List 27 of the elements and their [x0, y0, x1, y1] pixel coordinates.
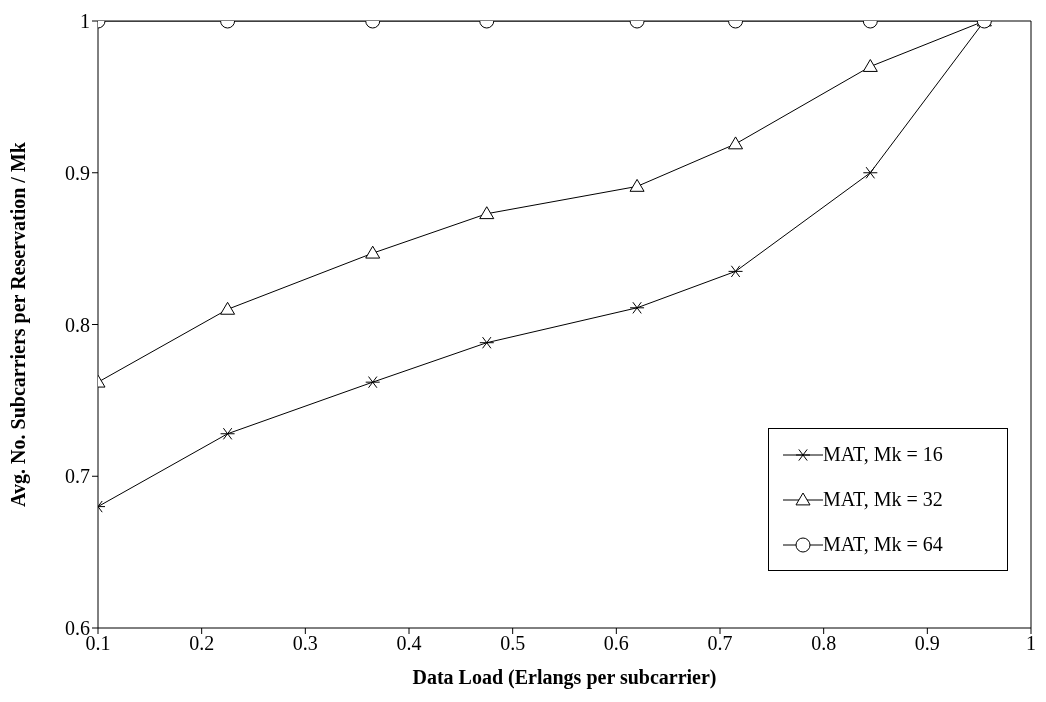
x-tick-label: 0.2 [189, 632, 215, 655]
y-tick-label: 0.8 [65, 313, 90, 336]
x-tick-label: 0.4 [396, 632, 422, 655]
x-tick-label: 0.6 [603, 632, 629, 655]
point [862, 166, 878, 179]
y-tick-label: 1 [80, 10, 90, 33]
y-tick-label: 0.7 [65, 465, 90, 488]
point [479, 336, 495, 349]
point [479, 206, 495, 220]
x-tick-label: 0.9 [914, 632, 940, 655]
y-axis-title: Avg. No. Subcarriers per Reservation / Mk [7, 141, 31, 507]
legend-label: MAT, Mk = 16 [823, 443, 943, 466]
point [629, 301, 645, 314]
point [365, 245, 381, 259]
legend-label: MAT, Mk = 64 [823, 533, 943, 556]
y-tick-label: 0.9 [65, 161, 90, 184]
point [365, 376, 381, 389]
point [220, 427, 236, 440]
x-tick-label: 0.7 [707, 632, 733, 655]
x-tick-label: 0.5 [500, 632, 526, 655]
x-tick-label: 0.8 [811, 632, 837, 655]
point [220, 301, 236, 315]
legend-label: MAT, Mk = 32 [823, 488, 943, 511]
x-tick-label: 0.3 [292, 632, 318, 655]
x-axis-title: Data Load (Erlangs per subcarrier) [412, 666, 717, 689]
x-tick-label: 1 [1026, 632, 1036, 655]
point [728, 265, 744, 278]
